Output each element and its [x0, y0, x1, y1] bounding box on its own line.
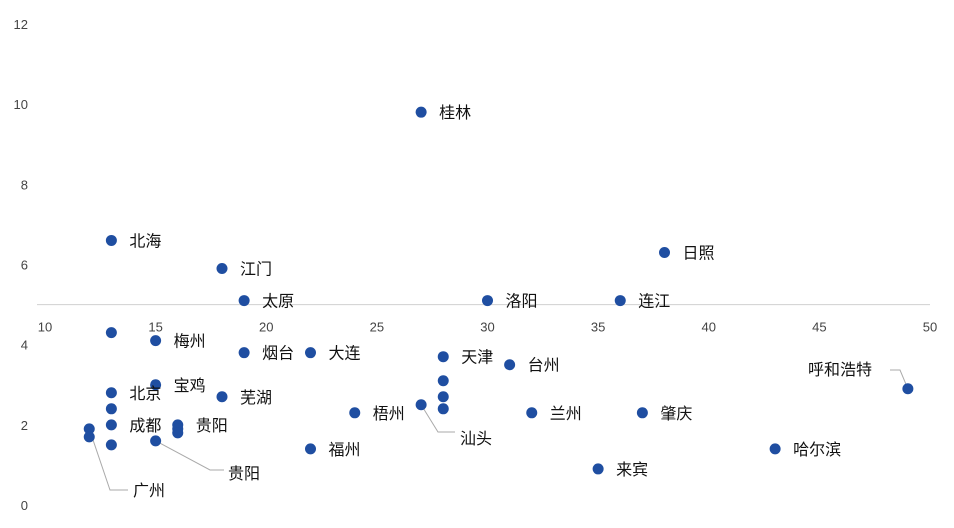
x-tick-label: 45	[812, 320, 826, 335]
data-point	[150, 335, 162, 347]
data-point	[592, 463, 604, 475]
data-point	[105, 439, 117, 451]
y-tick-label: 0	[21, 498, 28, 513]
data-point	[305, 347, 316, 359]
data-point	[415, 106, 427, 118]
data-point	[216, 263, 228, 275]
x-tick-label: 25	[370, 320, 384, 335]
point-label: 桂林	[439, 103, 471, 122]
x-tick-label: 10	[38, 320, 52, 335]
data-point	[415, 399, 427, 411]
x-tick-label: 15	[148, 320, 162, 335]
point-label: 贵阳	[228, 464, 260, 483]
point-label: 福州	[329, 440, 361, 459]
leader-lines	[88, 369, 909, 491]
data-point	[902, 383, 914, 395]
data-point	[437, 351, 449, 363]
point-label: 梅州	[174, 332, 206, 351]
point-label: 烟台	[262, 344, 294, 363]
point-label: 成都	[129, 416, 161, 435]
data-point	[105, 403, 117, 415]
data-point	[636, 407, 648, 419]
point-label: 哈尔滨	[793, 440, 841, 459]
data-point	[659, 246, 670, 258]
data-point	[105, 387, 117, 399]
data-point	[305, 443, 316, 455]
data-point	[437, 403, 449, 415]
point-label: 芜湖	[240, 388, 272, 407]
leader-line	[155, 440, 224, 471]
data-point	[105, 327, 117, 339]
data-point	[504, 359, 516, 371]
point-label: 梧州	[373, 404, 405, 423]
x-tick-label: 40	[702, 320, 716, 335]
point-label: 日照	[683, 243, 715, 262]
data-point	[769, 443, 781, 455]
leader-line	[420, 404, 455, 433]
point-label: 大连	[329, 344, 361, 363]
point-label: 江门	[240, 260, 272, 279]
data-point	[150, 435, 162, 447]
data-point	[437, 391, 449, 403]
data-point	[437, 375, 449, 387]
x-tick-label: 20	[259, 320, 273, 335]
points	[83, 106, 914, 475]
x-tick-label: 50	[923, 320, 937, 335]
point-label: 太原	[262, 292, 294, 311]
leader-line	[890, 369, 909, 389]
leader-line	[88, 428, 128, 491]
point-label: 汕头	[460, 429, 492, 448]
x-tick-label: 30	[480, 320, 494, 335]
axes: 10 15 20 25 30 35 40 45 50 0 2 4 6 8 10 12	[14, 17, 938, 513]
data-point	[526, 407, 538, 419]
data-point	[83, 431, 95, 443]
point-label: 天津	[461, 348, 493, 367]
data-point	[238, 347, 250, 359]
point-label: 北京	[129, 384, 161, 403]
point-label: 来宾	[616, 460, 648, 479]
point-label: 台州	[528, 356, 560, 375]
point-label: 连江	[638, 292, 670, 311]
data-point	[349, 407, 361, 419]
y-tick-label: 4	[21, 338, 28, 353]
y-tick-label: 8	[21, 177, 28, 192]
point-label: 广州	[133, 481, 165, 500]
data-point	[216, 391, 228, 403]
data-point	[105, 234, 117, 246]
point-label: 呼和浩特	[808, 360, 872, 379]
y-tick-label: 2	[21, 418, 28, 433]
data-point	[105, 419, 117, 431]
data-point	[482, 295, 493, 307]
y-tick-label: 12	[14, 17, 28, 32]
x-tick-label: 35	[591, 320, 605, 335]
point-label: 肇庆	[660, 404, 692, 423]
data-point	[238, 295, 250, 307]
point-label: 兰州	[550, 404, 582, 423]
data-point	[83, 423, 95, 435]
point-label: 宝鸡	[174, 376, 206, 395]
point-label: 洛阳	[506, 292, 538, 311]
data-point	[150, 379, 162, 391]
y-tick-label: 10	[14, 97, 28, 112]
y-tick-label: 6	[21, 258, 28, 273]
point-label: 北海	[129, 231, 161, 250]
data-point	[614, 295, 626, 307]
point-label: 贵阳	[196, 416, 228, 435]
data-point	[172, 427, 184, 439]
